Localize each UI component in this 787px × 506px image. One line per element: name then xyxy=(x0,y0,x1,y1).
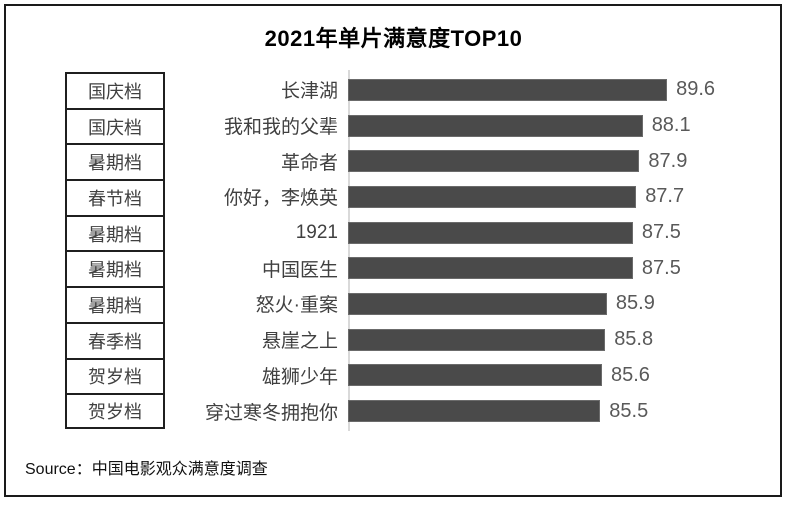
chart-title: 2021年单片满意度TOP10 xyxy=(264,26,523,51)
value-label: 85.5 xyxy=(609,399,649,422)
source-note: Source：中国电影观众满意度调查 xyxy=(25,461,268,478)
release-slot-label: 贺岁档 xyxy=(65,393,165,429)
bar-area: 85.8 xyxy=(348,322,765,358)
release-slot-label: 贺岁档 xyxy=(65,357,165,394)
table-row: 贺岁档 穿过寒冬拥抱你 85.5 xyxy=(65,393,765,429)
value-label: 87.5 xyxy=(641,221,681,244)
film-title-label: 穿过寒冬拥抱你 xyxy=(204,402,338,424)
bar-area: 87.7 xyxy=(348,179,765,215)
film-title-label: 悬崖之上 xyxy=(261,331,338,353)
table-row: 国庆档 我和我的父辈 88.1 xyxy=(65,107,765,144)
value-label: 87.9 xyxy=(648,149,688,172)
satisfaction-bar xyxy=(348,400,601,423)
satisfaction-bar xyxy=(348,185,637,208)
value-label: 85.9 xyxy=(615,292,655,315)
satisfaction-bar xyxy=(348,364,602,387)
film-title-label: 雄狮少年 xyxy=(261,366,338,388)
film-title-label: 你好，李焕英 xyxy=(223,188,338,210)
table-row: 暑期档 革命者 87.9 xyxy=(65,143,765,180)
satisfaction-bar xyxy=(348,221,633,244)
film-title-label: 长津湖 xyxy=(280,81,338,103)
bar-area: 87.5 xyxy=(348,215,765,251)
satisfaction-bar xyxy=(348,292,607,315)
value-label: 88.1 xyxy=(651,114,691,137)
bar-area: 85.5 xyxy=(348,393,765,429)
film-title-label: 我和我的父辈 xyxy=(223,117,338,139)
bar-area: 87.9 xyxy=(348,143,765,179)
film-title-label: 革命者 xyxy=(280,152,338,174)
y-axis-line xyxy=(348,70,350,431)
satisfaction-bar xyxy=(348,257,633,280)
satisfaction-bar xyxy=(348,114,643,137)
table-row: 国庆档 长津湖 89.6 xyxy=(65,72,765,108)
release-slot-label: 国庆档 xyxy=(65,107,165,144)
table-row: 春节档 你好，李焕英 87.7 xyxy=(65,179,765,215)
bar-area: 88.1 xyxy=(348,108,765,144)
table-row: 暑期档 怒火·重案 85.9 xyxy=(65,286,765,322)
bar-area: 87.5 xyxy=(348,250,765,286)
bar-area: 85.9 xyxy=(348,286,765,322)
release-slot-label: 春季档 xyxy=(65,321,165,358)
bar-chart: 国庆档 长津湖 89.6 国庆档 我和我的父辈 88.1 暑期档 革命者 87.… xyxy=(65,70,765,431)
table-row: 贺岁档 雄狮少年 85.6 xyxy=(65,357,765,394)
release-slot-label: 暑期档 xyxy=(65,250,165,287)
bar-area: 85.6 xyxy=(348,358,765,394)
value-label: 89.6 xyxy=(676,78,716,101)
release-slot-label: 暑期档 xyxy=(65,286,165,322)
satisfaction-bar xyxy=(348,328,606,351)
satisfaction-bar xyxy=(348,150,640,173)
release-slot-label: 暑期档 xyxy=(65,143,165,180)
film-title-label: 1921 xyxy=(295,221,338,243)
value-label: 85.6 xyxy=(611,363,650,386)
release-slot-label: 国庆档 xyxy=(65,72,165,108)
value-label: 85.8 xyxy=(614,328,654,351)
satisfaction-bar xyxy=(348,78,668,101)
release-slot-label: 春节档 xyxy=(65,179,165,215)
value-label: 87.5 xyxy=(641,256,681,279)
bar-area: 89.6 xyxy=(348,72,765,108)
table-row: 暑期档 1921 87.5 xyxy=(65,214,765,251)
film-title-label: 怒火·重案 xyxy=(255,295,338,317)
release-slot-label: 暑期档 xyxy=(65,214,165,251)
table-row: 暑期档 中国医生 87.5 xyxy=(65,250,765,287)
value-label: 87.7 xyxy=(645,185,685,208)
table-row: 春季档 悬崖之上 85.8 xyxy=(65,321,765,358)
film-title-label: 中国医生 xyxy=(261,259,338,281)
